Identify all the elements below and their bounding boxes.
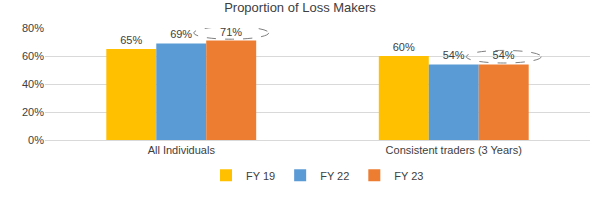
- svg-text:Proportion of Loss Makers: Proportion of Loss Makers: [224, 0, 376, 15]
- svg-text:69%: 69%: [170, 28, 192, 40]
- svg-text:71%: 71%: [220, 26, 242, 38]
- svg-text:54%: 54%: [493, 49, 515, 61]
- svg-text:80%: 80%: [22, 22, 44, 34]
- svg-text:54%: 54%: [443, 49, 465, 61]
- svg-text:40%: 40%: [22, 78, 44, 90]
- svg-text:60%: 60%: [22, 50, 44, 62]
- svg-text:60%: 60%: [393, 41, 415, 53]
- svg-text:FY 23: FY 23: [394, 170, 423, 182]
- svg-text:All Individuals: All Individuals: [148, 144, 216, 156]
- svg-text:FY 22: FY 22: [320, 170, 349, 182]
- svg-text:FY 19: FY 19: [246, 170, 275, 182]
- svg-text:0%: 0%: [28, 134, 44, 146]
- svg-text:65%: 65%: [120, 34, 142, 46]
- svg-text:20%: 20%: [22, 106, 44, 118]
- svg-text:Consistent traders (3 Years): Consistent traders (3 Years): [386, 144, 522, 156]
